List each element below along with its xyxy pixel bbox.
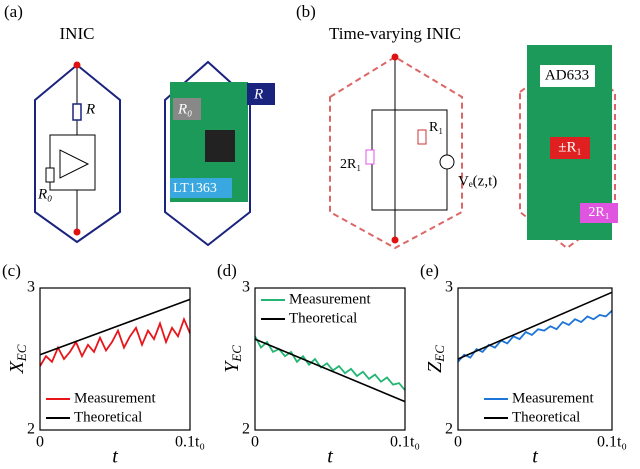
board-label: LT1363 [173, 181, 217, 196]
y-axis-label-sub: EC [432, 345, 447, 363]
opamp [59, 149, 90, 179]
label-box [580, 203, 618, 223]
panel-label: (a) [4, 2, 23, 21]
y-axis-label-sub: EC [229, 345, 244, 363]
label-box [173, 98, 201, 120]
y-tick-label: 2 [242, 421, 250, 438]
y-tick-label: 3 [27, 279, 35, 296]
x-tick-label: 0.1t₀ [390, 434, 420, 451]
panel-label: (c) [2, 261, 21, 280]
y-axis-label-sub: EC [14, 344, 29, 362]
board-outline [164, 60, 251, 247]
node [391, 236, 399, 244]
plot-frame [457, 287, 613, 431]
y-axis-label: YEC [221, 345, 244, 373]
source [439, 154, 455, 170]
x-tick-label: 0 [251, 434, 259, 451]
y-axis-label: XEC [6, 344, 29, 374]
series-line [39, 316, 191, 367]
y-axis-label-main: Y [221, 360, 243, 373]
series-line [39, 298, 191, 356]
y-axis-label-main: X [6, 360, 28, 374]
panel-title: Time-varying INIC [329, 24, 461, 43]
plot-frame [254, 287, 406, 431]
x-axis-label: t [112, 446, 118, 468]
node [73, 228, 81, 236]
resistor [72, 103, 82, 121]
panel-label: (b) [296, 2, 316, 21]
node [391, 53, 399, 61]
label-box [540, 65, 595, 87]
resistor [365, 149, 375, 165]
board-label: AD633 [545, 67, 589, 83]
legend-label: Theoretical [74, 409, 142, 425]
y-tick-label: 3 [445, 279, 453, 296]
y-axis-label-main: Z [424, 361, 446, 373]
label-box [170, 178, 232, 198]
series-line [254, 335, 406, 391]
panel-a: (a) INIC R R₀ R₀ R LT1363 [4, 2, 275, 247]
y-tick-label: 2 [445, 421, 453, 438]
board-label: R₀ [177, 101, 192, 117]
panel-b: (b) Time-varying INIC 2R₁ R₁ Vₑ(z,t) AD6… [296, 2, 618, 250]
board-label: ±R₁ [558, 139, 581, 155]
panel-label: (e) [420, 261, 439, 280]
resistor-label: R₁ [429, 120, 443, 135]
x-tick-label: 0 [36, 434, 44, 451]
label-box [550, 137, 590, 159]
node [73, 61, 81, 69]
series-line [457, 310, 613, 363]
x-axis-label: t [532, 446, 538, 468]
series-line [254, 338, 406, 403]
x-axis-label: t [327, 446, 333, 468]
legend-label: Measurement [74, 390, 156, 406]
resistor-label: R₀ [37, 186, 52, 202]
plot-frame [39, 287, 191, 431]
y-axis-label: ZEC [424, 345, 447, 373]
resistor [45, 167, 55, 183]
panel-title: INIC [60, 24, 95, 43]
legend-label: Theoretical [512, 409, 580, 425]
legend-label: Measurement [512, 390, 594, 406]
chip [205, 130, 235, 162]
label-box [247, 83, 275, 105]
board-label: R [253, 86, 263, 102]
board-label: 2R₁ [588, 205, 609, 220]
legend-label: Theoretical [289, 310, 357, 326]
x-tick-label: 0 [454, 434, 462, 451]
y-tick-label: 2 [27, 421, 35, 438]
y-tick-label: 3 [242, 279, 250, 296]
outline [329, 55, 463, 250]
x-tick-label: 0.1t₀ [597, 434, 627, 451]
resistor-label: 2R₁ [340, 157, 361, 172]
source-label: Vₑ(z,t) [458, 173, 497, 189]
resistor-label: R [85, 101, 95, 117]
resistor [417, 129, 427, 145]
legend-label: Measurement [289, 291, 371, 307]
series-line [457, 291, 613, 360]
x-tick-label: 0.1t₀ [175, 434, 205, 451]
panel-label: (d) [217, 261, 237, 280]
